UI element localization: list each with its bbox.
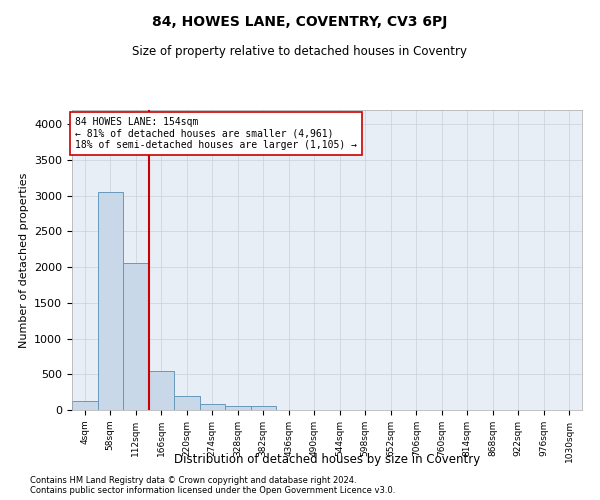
Bar xyxy=(72,400,97,410)
Bar xyxy=(251,406,276,410)
Bar xyxy=(123,263,149,410)
Text: Contains HM Land Registry data © Crown copyright and database right 2024.: Contains HM Land Registry data © Crown c… xyxy=(30,476,356,485)
Bar xyxy=(174,396,199,410)
Bar xyxy=(200,404,225,410)
Text: Size of property relative to detached houses in Coventry: Size of property relative to detached ho… xyxy=(133,45,467,58)
Y-axis label: Number of detached properties: Number of detached properties xyxy=(19,172,29,348)
Text: Contains public sector information licensed under the Open Government Licence v3: Contains public sector information licen… xyxy=(30,486,395,495)
Text: 84 HOWES LANE: 154sqm
← 81% of detached houses are smaller (4,961)
18% of semi-d: 84 HOWES LANE: 154sqm ← 81% of detached … xyxy=(75,117,357,150)
Bar xyxy=(149,370,174,410)
Text: 84, HOWES LANE, COVENTRY, CV3 6PJ: 84, HOWES LANE, COVENTRY, CV3 6PJ xyxy=(152,15,448,29)
Bar xyxy=(97,192,123,410)
Text: Distribution of detached houses by size in Coventry: Distribution of detached houses by size … xyxy=(174,454,480,466)
Bar xyxy=(225,406,251,410)
